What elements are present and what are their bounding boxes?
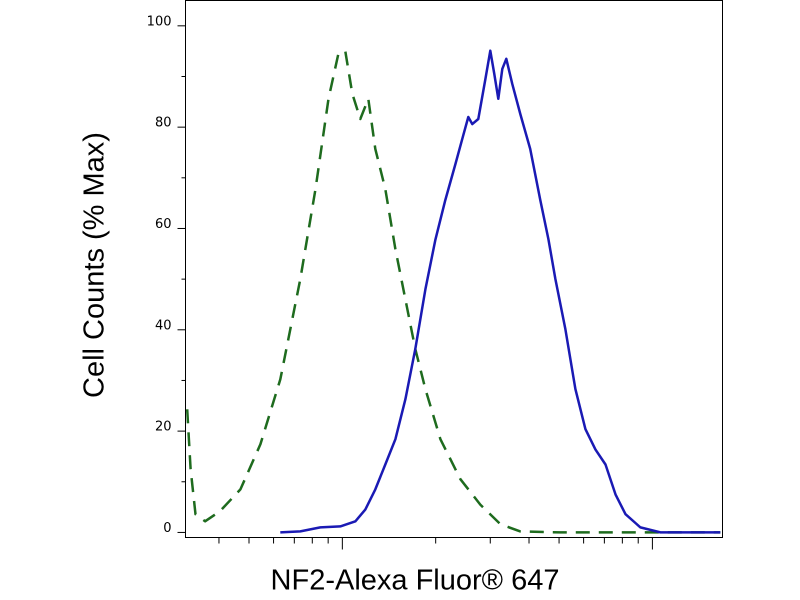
y-tick-label: 20: [155, 420, 172, 435]
y-tick-label: 40: [155, 318, 172, 333]
y-axis-title: Cell Counts (% Max): [79, 132, 111, 398]
y-tick-label: 0: [163, 521, 171, 536]
series-line: [185, 49, 721, 534]
plot-frame: [185, 0, 723, 538]
y-tick-label: 80: [155, 116, 172, 131]
x-axis-title: NF2-Alexa Fluor® 647: [271, 565, 560, 597]
series-line: [280, 49, 721, 534]
y-tick-label: 100: [147, 14, 172, 29]
y-tick-label: 60: [155, 217, 172, 232]
